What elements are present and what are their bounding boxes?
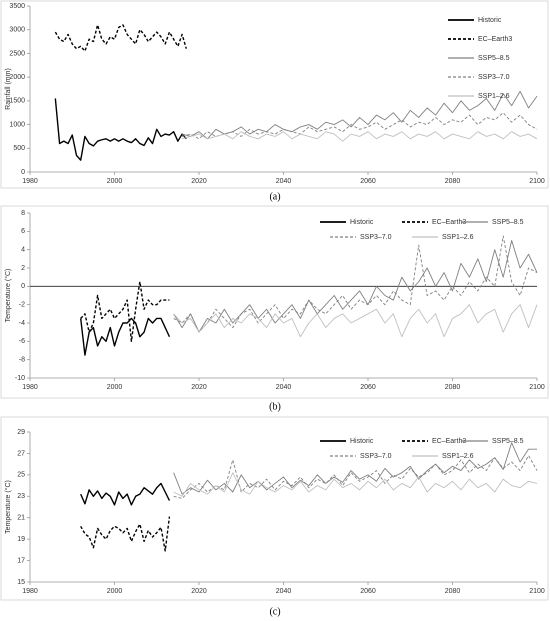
y-axis-title: Temperature (°C) <box>4 480 12 534</box>
data-line <box>181 131 538 142</box>
x-tick-label: 2080 <box>445 178 461 185</box>
y-axis-title: Temperature (°C) <box>4 269 12 323</box>
data-line <box>80 281 170 343</box>
legend-label: SSP1–2.6 <box>442 234 474 241</box>
legend-label: Historic <box>350 219 374 226</box>
y-tick-label: 1500 <box>9 98 25 105</box>
y-tick-label: 500 <box>13 145 25 152</box>
y-tick-label: 4 <box>21 247 25 254</box>
y-tick-label: -2 <box>19 302 25 309</box>
data-line <box>80 317 171 356</box>
data-line <box>173 472 538 497</box>
y-tick-label: 27 <box>17 450 25 457</box>
data-line <box>181 112 538 140</box>
data-line <box>173 455 538 499</box>
y-tick-label: 23 <box>17 493 25 500</box>
legend-label: Historic <box>350 438 374 445</box>
legend-label: SSP3–7.0 <box>478 74 510 81</box>
y-tick-label: 2 <box>21 265 25 272</box>
y-tick-label: 8 <box>21 210 25 217</box>
x-tick-label: 2060 <box>360 384 376 391</box>
y-tick-label: -8 <box>19 357 25 364</box>
data-line <box>173 240 538 333</box>
y-tick-label: 6 <box>21 228 25 235</box>
x-tick-label: 2020 <box>191 588 207 595</box>
y-tick-label: 0 <box>21 283 25 290</box>
legend-label: EC–Earth3 <box>478 36 512 43</box>
y-tick-label: -10 <box>15 375 25 382</box>
y-tick-label: 29 <box>17 429 25 436</box>
panel-label: (b) <box>269 401 281 412</box>
x-tick-label: 2060 <box>360 178 376 185</box>
legend-label: SSP5–8.5 <box>492 438 524 445</box>
y-tick-label: 2000 <box>9 74 25 81</box>
y-tick-label: 1000 <box>9 121 25 128</box>
panel-label: (c) <box>269 606 280 617</box>
y-tick-label: 2500 <box>9 50 25 57</box>
legend-label: SSP3–7.0 <box>360 234 392 241</box>
x-tick-label: 2040 <box>276 588 292 595</box>
y-tick-label: 17 <box>17 557 25 564</box>
x-tick-label: 2080 <box>445 384 461 391</box>
x-tick-label: 2100 <box>529 178 545 185</box>
legend-label: SSP5–8.5 <box>478 55 510 62</box>
y-tick-label: 21 <box>17 515 25 522</box>
data-line <box>54 24 188 52</box>
y-tick-label: 25 <box>17 472 25 479</box>
data-line <box>173 235 538 333</box>
x-tick-label: 2000 <box>107 178 123 185</box>
y-tick-label: 15 <box>17 579 25 586</box>
x-tick-label: 1980 <box>22 178 38 185</box>
x-tick-label: 2020 <box>191 384 207 391</box>
x-tick-label: 1980 <box>22 384 38 391</box>
legend-label: SSP1–2.6 <box>478 93 510 100</box>
x-tick-label: 2040 <box>276 178 292 185</box>
x-tick-label: 2060 <box>360 588 376 595</box>
data-line <box>80 482 171 506</box>
x-tick-label: 2100 <box>529 588 545 595</box>
panel-frame <box>0 205 549 399</box>
panel-label: (a) <box>269 191 280 202</box>
y-tick-label: 3000 <box>9 27 25 34</box>
legend-label: SSP1–2.6 <box>442 453 474 460</box>
x-tick-label: 2040 <box>276 384 292 391</box>
x-tick-label: 2080 <box>445 588 461 595</box>
data-line <box>80 516 171 552</box>
legend-label: EC–Earth3 <box>432 219 466 226</box>
x-tick-label: 2100 <box>529 384 545 391</box>
y-tick-label: 19 <box>17 536 25 543</box>
data-line <box>173 304 538 338</box>
y-tick-label: -6 <box>19 338 25 345</box>
panel-frame <box>0 416 549 601</box>
data-line <box>181 90 538 140</box>
y-axis-title: Rainfall (mm) <box>5 68 12 110</box>
legend-label: SSP5–8.5 <box>492 219 524 226</box>
legend-label: Historic <box>478 17 502 24</box>
x-tick-label: 2000 <box>107 384 123 391</box>
data-line <box>173 442 537 495</box>
y-tick-label: 3500 <box>9 3 25 10</box>
legend-label: SSP3–7.0 <box>360 453 392 460</box>
x-tick-label: 1980 <box>22 588 38 595</box>
y-tick-label: -4 <box>19 320 25 327</box>
x-tick-label: 2020 <box>191 178 207 185</box>
data-line <box>54 98 187 161</box>
legend-label: EC–Earth3 <box>432 438 466 445</box>
x-tick-label: 2000 <box>107 588 123 595</box>
panel-frame <box>0 0 549 189</box>
y-tick-label: 0 <box>21 169 25 176</box>
